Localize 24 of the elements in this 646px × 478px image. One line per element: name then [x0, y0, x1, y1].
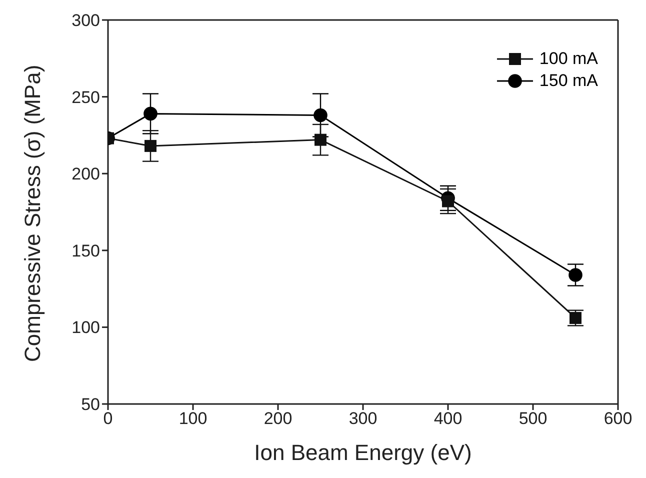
point — [570, 312, 582, 324]
x-tick-label: 0 — [103, 409, 113, 428]
y-tick-label: 200 — [72, 164, 100, 184]
y-tick-label: 250 — [72, 88, 100, 107]
x-axis-title: Ion Beam Energy (eV) — [254, 440, 472, 465]
y-tick-label: 100 — [72, 318, 100, 338]
x-tick-label: 500 — [518, 409, 548, 428]
legend-label: 100 mA — [539, 49, 598, 69]
x-tick-label: 400 — [434, 409, 462, 428]
x-tick-label: 600 — [604, 409, 632, 428]
point — [314, 134, 326, 146]
y-axis-title: Compressive Stress (σ) (MPa) — [20, 64, 45, 362]
point — [144, 106, 158, 121]
y-tick-label: 150 — [72, 241, 100, 260]
point — [568, 268, 582, 282]
point — [442, 195, 454, 208]
x-tick-label: 100 — [178, 409, 208, 428]
y-tick-label: 50 — [81, 395, 100, 414]
point — [314, 108, 328, 122]
y-tick-label: 300 — [72, 11, 100, 30]
legend-label: 150 mA — [539, 71, 598, 91]
x-tick-label: 200 — [264, 409, 292, 428]
x-tick-label: 300 — [348, 409, 378, 428]
point — [144, 140, 156, 152]
